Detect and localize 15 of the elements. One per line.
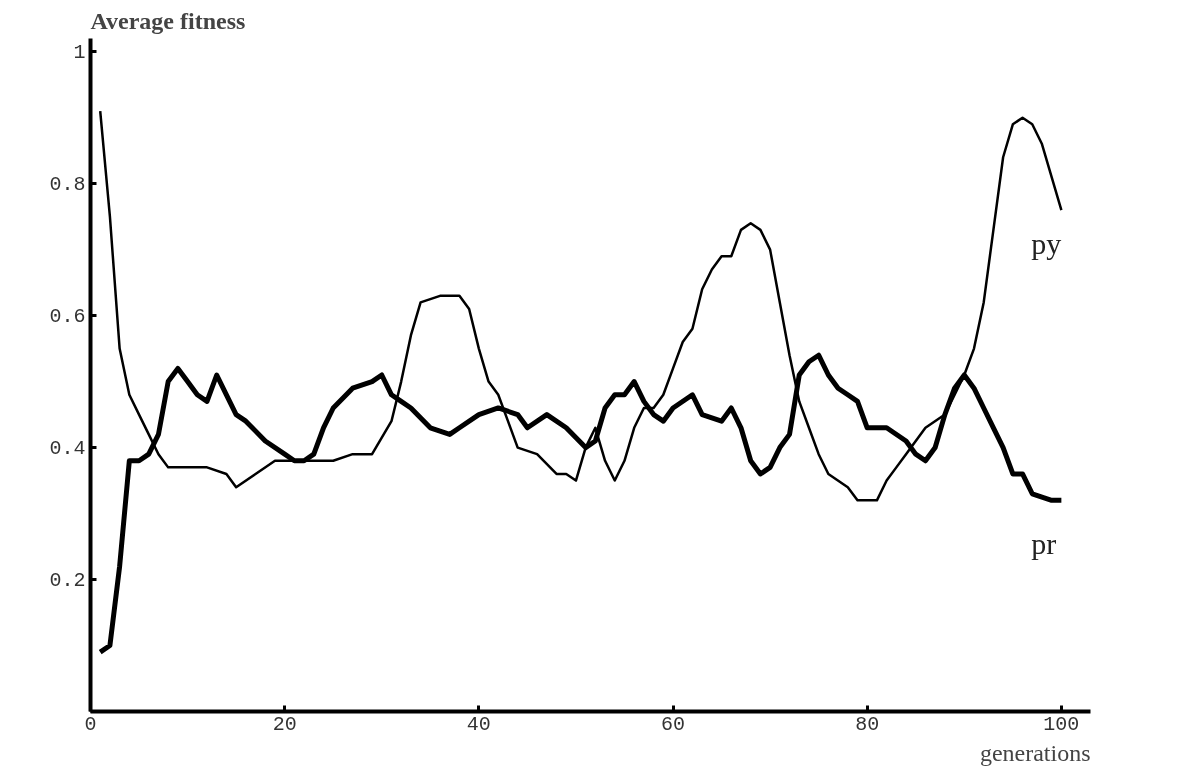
series-label: pr — [1031, 527, 1057, 561]
y-tick-label: 0.8 — [49, 173, 86, 197]
y-axis-title: Average fitness — [90, 7, 246, 34]
x-axis-title: generations — [979, 739, 1091, 766]
x-tick-label: 60 — [661, 712, 686, 736]
y-tick-label: 1 — [73, 41, 86, 65]
x-tick-label: 80 — [855, 712, 880, 736]
x-tick-label: 20 — [272, 712, 297, 736]
y-tick-label: 0.2 — [49, 569, 86, 593]
y-tick-label: 0.4 — [49, 437, 86, 461]
series-label: py — [1031, 227, 1062, 261]
y-tick-label: 0.6 — [49, 305, 86, 329]
x-tick-label: 0 — [84, 712, 97, 736]
x-tick-label: 100 — [1043, 712, 1080, 736]
x-tick-label: 40 — [466, 712, 491, 736]
